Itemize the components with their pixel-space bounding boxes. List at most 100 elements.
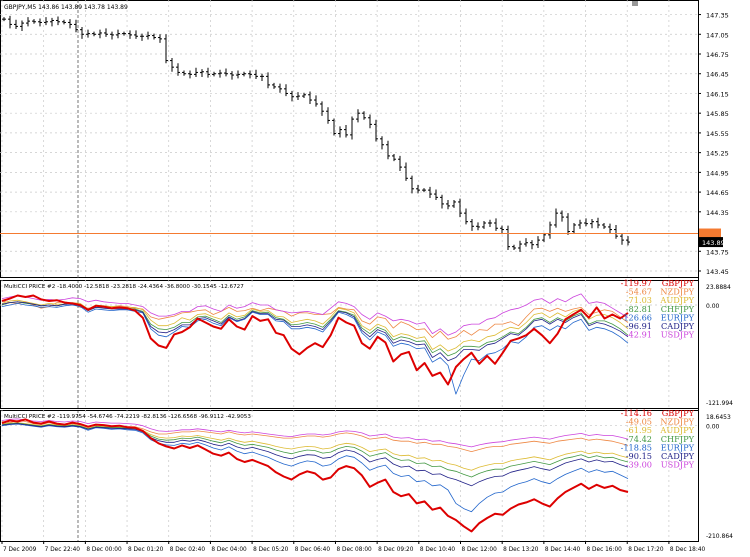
price-bar (584, 218, 588, 227)
price-bar (464, 208, 468, 225)
price-bar (56, 16, 60, 26)
series-line-audjpy (1, 422, 629, 471)
legend-value-nzdjpy: -49.05 (626, 417, 652, 427)
x-tick-label: 7 Dec 22:40 (45, 547, 81, 553)
price-bar (80, 27, 84, 39)
price-bar (170, 57, 174, 72)
price-bar (182, 70, 186, 76)
price-bar (524, 238, 528, 247)
price-bar (572, 222, 576, 234)
price-bar (428, 186, 432, 199)
price-bar (176, 63, 180, 76)
price-bar (302, 92, 306, 99)
price-bar (134, 30, 138, 39)
legend-name-nzdjpy: NZDJPY (660, 287, 694, 297)
price-bar (542, 232, 546, 243)
price-bar (230, 71, 234, 80)
y-tick-label: 144.65 (706, 189, 729, 197)
price-bar (608, 223, 612, 234)
price-bar (482, 221, 486, 229)
price-bar (344, 125, 348, 138)
panel-3: 18.6453 0.00 -210.864 MultiCCI PRICE #2 -11… (0, 408, 733, 542)
x-tick-label: 8 Dec 02:40 (170, 547, 206, 553)
price-bar (62, 19, 66, 25)
legend-name-usdjpy: USDJPY (661, 330, 695, 340)
price-bar (188, 70, 192, 79)
x-tick-label: 8 Dec 05:20 (253, 547, 289, 553)
price-bar (236, 70, 240, 79)
x-tick-label: 8 Dec 18:40 (670, 547, 706, 553)
series-line-audjpy (1, 299, 629, 352)
price-bar (494, 218, 498, 231)
price-bar (128, 30, 132, 39)
x-tick-label: 8 Dec 12:00 (461, 547, 497, 553)
level-price-box (699, 228, 721, 239)
legend-value-usdjpy: -42.91 (626, 330, 652, 340)
series-line-eurjpy (1, 423, 629, 513)
price-bar (500, 225, 504, 235)
price-bar (260, 73, 264, 81)
series-line-gbpjpy (1, 294, 629, 386)
price-bar (554, 208, 558, 228)
price-bar (350, 116, 354, 140)
legend-name-chfjpy: CHFJPY (661, 304, 695, 314)
price-bar (386, 140, 390, 160)
price-bar (254, 69, 258, 79)
price-bar (284, 84, 288, 97)
price-bar (122, 31, 126, 36)
price-bar (194, 67, 198, 78)
y-tick-label: 145.85 (706, 110, 729, 118)
y-tick-label: 0.00 (706, 424, 720, 431)
price-bar (278, 83, 282, 93)
price-bar (158, 34, 162, 43)
x-tick-label: 8 Dec 09:20 (378, 547, 414, 553)
price-bar (92, 31, 96, 37)
price-bar (422, 188, 426, 193)
x-tick-label: 8 Dec 16:00 (587, 547, 623, 553)
panel-1: 147.35 147.05 146.75 146.45 146.15 145.85 145.… (0, 0, 729, 278)
price-bar (200, 69, 204, 78)
price-bar (68, 19, 72, 29)
x-tick-label: 8 Dec 06:40 (295, 547, 331, 553)
legend-name-eurjpy: EURJPY (661, 312, 695, 322)
price-bar (434, 189, 438, 200)
price-bar (404, 162, 408, 181)
price-bar (506, 225, 510, 250)
indicator-title: MultiCCI PRICE #2 -119.9754 -54.6746 -74… (4, 414, 251, 420)
price-bar (98, 29, 102, 39)
legend-name-chfjpy: CHFJPY (661, 434, 695, 444)
price-bar (380, 136, 384, 150)
price-bar (536, 236, 540, 248)
price-bar (374, 119, 378, 142)
price-bar (470, 219, 474, 231)
x-tick-label: 8 Dec 04:00 (211, 547, 247, 553)
y-tick-label: 18.6453 (706, 414, 731, 421)
legend-name-eurjpy: EURJPY (661, 442, 695, 452)
y-tick-label: -121.994 (706, 400, 733, 407)
legend-value-gbpjpy: -119.97 (621, 278, 652, 288)
y-tick-label: 143.45 (706, 268, 729, 276)
price-bar (272, 82, 276, 89)
price-bar (20, 20, 24, 31)
price-bar (416, 184, 420, 194)
price-bar (164, 34, 168, 64)
symbol-ohlc-label: GBPJPY,M5 143.86 143.89 143.78 143.89 (4, 4, 128, 11)
price-bar (566, 213, 570, 235)
price-bar (398, 155, 402, 172)
price-bar (458, 198, 462, 218)
price-bar (362, 111, 366, 120)
price-bar (248, 70, 252, 79)
shift-marker-icon[interactable] (632, 1, 638, 6)
y-tick-label: 143.75 (706, 248, 729, 256)
legend-value-cadjpy: -96.91 (626, 321, 652, 331)
series-line-eurjpy (1, 302, 629, 395)
price-bar (38, 18, 42, 27)
legend-value-eurjpy: -126.66 (621, 312, 652, 322)
legend-name-audjpy: AUDJPY (659, 295, 694, 305)
y-tick-label: 144.35 (706, 209, 729, 217)
legend-name-audjpy: AUDJPY (659, 425, 694, 435)
price-bar (212, 71, 216, 77)
